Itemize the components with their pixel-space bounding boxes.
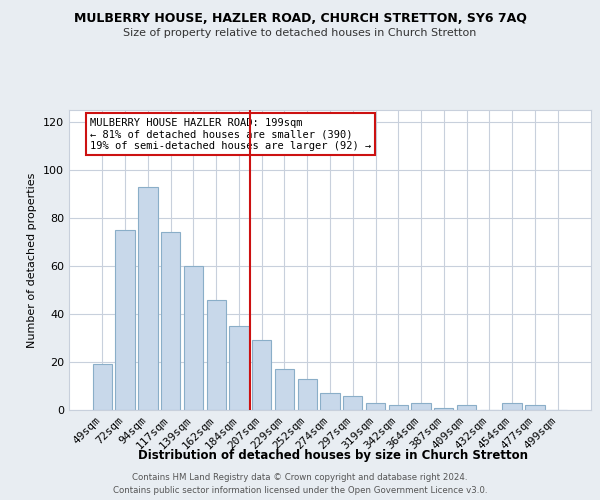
Bar (161, 232, 181, 410)
Bar (229, 326, 248, 410)
Text: Contains public sector information licensed under the Open Government Licence v3: Contains public sector information licen… (113, 486, 487, 495)
Bar (366, 403, 385, 410)
Bar (412, 403, 431, 410)
Bar (275, 369, 294, 410)
Text: Size of property relative to detached houses in Church Stretton: Size of property relative to detached ho… (124, 28, 476, 38)
Y-axis label: Number of detached properties: Number of detached properties (28, 172, 37, 348)
Text: Distribution of detached houses by size in Church Stretton: Distribution of detached houses by size … (138, 448, 528, 462)
Text: MULBERRY HOUSE, HAZLER ROAD, CHURCH STRETTON, SY6 7AQ: MULBERRY HOUSE, HAZLER ROAD, CHURCH STRE… (74, 12, 526, 26)
Bar (252, 340, 271, 410)
Bar (298, 379, 317, 410)
Bar (389, 405, 408, 410)
Bar (343, 396, 362, 410)
Bar (184, 266, 203, 410)
Bar (502, 403, 522, 410)
Text: Contains HM Land Registry data © Crown copyright and database right 2024.: Contains HM Land Registry data © Crown c… (132, 474, 468, 482)
Bar (138, 187, 158, 410)
Bar (525, 405, 545, 410)
Text: MULBERRY HOUSE HAZLER ROAD: 199sqm
← 81% of detached houses are smaller (390)
19: MULBERRY HOUSE HAZLER ROAD: 199sqm ← 81%… (90, 118, 371, 150)
Bar (206, 300, 226, 410)
Bar (434, 408, 454, 410)
Bar (457, 405, 476, 410)
Bar (93, 364, 112, 410)
Bar (320, 393, 340, 410)
Bar (115, 230, 135, 410)
